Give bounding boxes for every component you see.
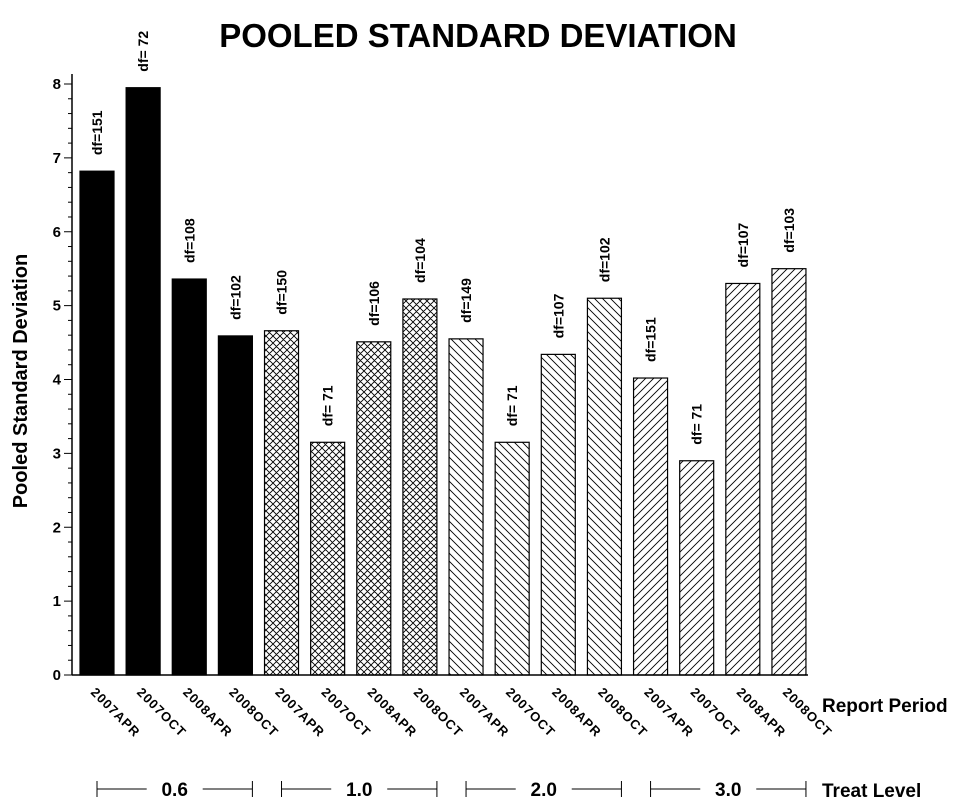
y-tick-label: 8 [53, 76, 61, 93]
df-label: df= 72 [135, 31, 151, 72]
bar [632, 377, 669, 676]
y-tick-label: 1 [53, 593, 61, 610]
group-label: 2.0 [531, 780, 557, 801]
df-label: df=102 [227, 275, 243, 320]
bars [79, 87, 807, 676]
df-label: df=107 [735, 223, 751, 268]
chart-title: POOLED STANDARD DEVIATION [219, 17, 737, 54]
bar [540, 353, 576, 676]
group-label: 3.0 [715, 780, 741, 801]
bar [356, 341, 392, 676]
df-label: df=103 [781, 208, 797, 253]
group-labels: 0.6 1.0 2.0 3.0 [96, 780, 807, 801]
bar [310, 441, 346, 676]
period-labels: 2007APR2007OCT2008APR2008OCT2007APR2007O… [88, 685, 835, 740]
treat-level-label: Treat Level [822, 781, 921, 802]
bar [171, 278, 207, 676]
df-label: df=151 [89, 110, 105, 155]
bar [771, 268, 807, 676]
df-label: df=151 [643, 317, 659, 362]
df-label: df= 71 [689, 404, 705, 445]
df-label: df=108 [181, 218, 197, 263]
y-tick-label: 2 [53, 519, 61, 536]
bar [586, 297, 623, 676]
bar [125, 87, 161, 676]
y-tick-label: 3 [53, 445, 61, 462]
group-label: 0.6 [161, 780, 187, 801]
df-label: df=102 [596, 237, 612, 282]
bar [263, 330, 300, 676]
df-labels: df=151 df= 72 df=108 df=102 df=150 df= 71 df=1… [89, 31, 797, 445]
bar [402, 298, 438, 676]
y-tick-label: 5 [53, 298, 61, 315]
bar [494, 441, 530, 676]
df-label: df= 71 [320, 385, 336, 426]
bar [679, 460, 715, 676]
df-label: df= 71 [504, 385, 520, 426]
y-axis-label: Pooled Standard Deviation [10, 254, 32, 508]
df-label: df=149 [458, 278, 474, 323]
df-label: df=106 [366, 281, 382, 326]
y-tick-label: 0 [53, 667, 61, 684]
y-tick-label: 7 [53, 150, 61, 167]
y-tick-label: 4 [53, 372, 62, 389]
df-label: df=150 [274, 270, 290, 315]
bar [725, 282, 761, 676]
y-tick-label: 6 [53, 224, 61, 241]
x-axis-label: Report Period [822, 696, 948, 717]
group-label: 1.0 [346, 780, 372, 801]
bar [448, 338, 484, 676]
bar [217, 335, 253, 676]
df-label: df=107 [550, 293, 566, 338]
bar [79, 170, 115, 676]
df-label: df=104 [412, 238, 428, 283]
